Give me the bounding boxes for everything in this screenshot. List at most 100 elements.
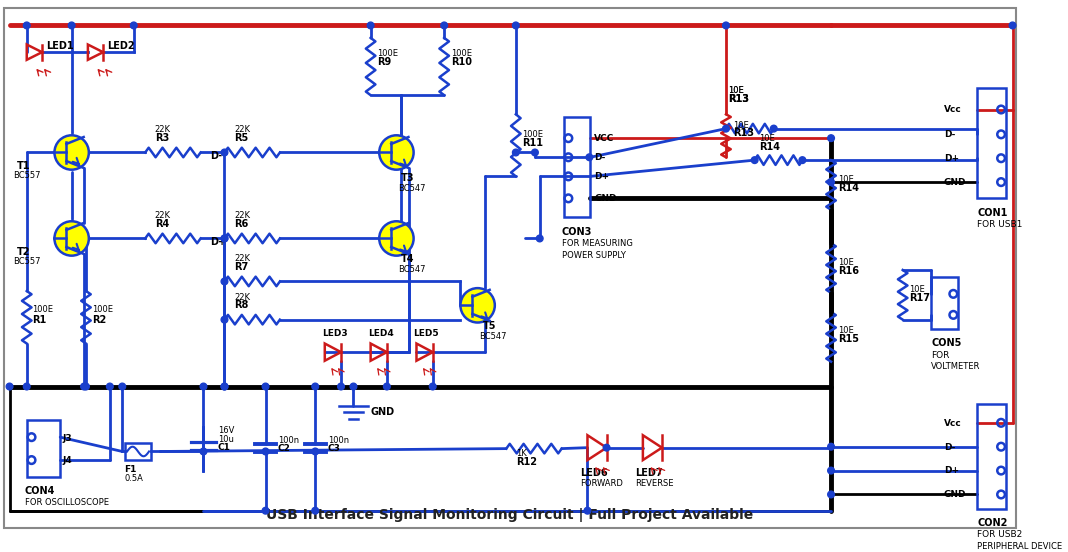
Text: Vcc: Vcc (944, 105, 961, 114)
Circle shape (263, 448, 269, 455)
Text: 22K: 22K (155, 125, 171, 135)
Text: T1: T1 (17, 161, 31, 171)
Text: C1: C1 (218, 443, 231, 452)
Text: J3: J3 (62, 434, 72, 443)
Text: 10E: 10E (837, 175, 853, 184)
Circle shape (221, 149, 227, 156)
Text: 10E: 10E (733, 121, 749, 130)
Text: D+: D+ (944, 154, 959, 163)
Circle shape (221, 235, 227, 242)
Circle shape (200, 383, 207, 390)
Text: J4: J4 (62, 456, 72, 465)
Text: 10E: 10E (837, 326, 853, 335)
Text: D+: D+ (210, 237, 226, 247)
Text: GND: GND (944, 490, 967, 500)
Text: 100n: 100n (328, 436, 349, 445)
Text: CON2: CON2 (977, 518, 1007, 528)
Circle shape (513, 22, 519, 29)
Circle shape (799, 157, 805, 163)
Text: POWER SUPPLY: POWER SUPPLY (562, 251, 626, 259)
Circle shape (828, 443, 834, 450)
Text: USB Interface Signal Monitoring Circuit | Full Project Available: USB Interface Signal Monitoring Circuit … (267, 508, 754, 522)
Text: 100E: 100E (92, 305, 113, 314)
Text: Vcc: Vcc (944, 418, 961, 428)
Circle shape (221, 235, 227, 242)
Text: FOR USB1: FOR USB1 (977, 220, 1022, 229)
Text: R3: R3 (155, 133, 169, 143)
Text: 22K: 22K (155, 211, 171, 220)
Circle shape (312, 507, 318, 514)
Circle shape (770, 125, 778, 132)
Text: R5: R5 (234, 133, 248, 143)
Text: D-: D- (944, 130, 955, 139)
Text: 22K: 22K (234, 125, 250, 135)
Text: T4: T4 (402, 254, 414, 264)
Text: CON3: CON3 (562, 227, 592, 237)
Text: R12: R12 (516, 457, 537, 467)
Text: LED3: LED3 (321, 329, 347, 338)
Circle shape (441, 22, 447, 29)
Text: LED5: LED5 (413, 329, 439, 338)
Text: FOR OSCILLOSCOPE: FOR OSCILLOSCOPE (25, 498, 109, 507)
Text: R6: R6 (234, 219, 248, 229)
Circle shape (81, 383, 88, 390)
Circle shape (536, 235, 543, 242)
Text: 100n: 100n (278, 436, 299, 445)
Circle shape (429, 383, 436, 390)
Text: GND: GND (371, 407, 395, 417)
Text: FOR MEASURING: FOR MEASURING (562, 239, 632, 248)
Circle shape (54, 221, 89, 256)
Circle shape (584, 507, 591, 514)
Bar (977, 404, 1006, 509)
Text: PERIPHERAL DEVICE: PERIPHERAL DEVICE (977, 542, 1063, 551)
Text: 22K: 22K (234, 254, 250, 263)
Text: R9: R9 (377, 57, 392, 67)
Text: 10E: 10E (728, 86, 743, 95)
Text: 10E: 10E (759, 134, 775, 143)
Circle shape (828, 135, 834, 141)
Text: 10u: 10u (218, 435, 234, 444)
Text: R14: R14 (759, 142, 781, 152)
Text: LED1: LED1 (46, 41, 74, 51)
Text: F1: F1 (124, 465, 137, 475)
Text: VOLTMETER: VOLTMETER (931, 362, 980, 371)
Text: GND: GND (594, 194, 616, 203)
Text: FOR USB2: FOR USB2 (977, 530, 1022, 539)
Text: T3: T3 (402, 173, 414, 183)
Text: R8: R8 (234, 300, 249, 310)
Text: R13: R13 (728, 94, 749, 104)
Text: LED4: LED4 (367, 329, 393, 338)
Text: 22K: 22K (234, 293, 250, 301)
Text: BC547: BC547 (398, 184, 426, 193)
Text: BC557: BC557 (14, 257, 41, 266)
Circle shape (586, 154, 593, 161)
Text: REVERSE: REVERSE (635, 479, 674, 488)
Text: R16: R16 (837, 266, 859, 276)
Text: R17: R17 (909, 293, 930, 302)
Circle shape (221, 278, 227, 285)
Text: D-: D- (210, 151, 222, 161)
Bar (564, 117, 591, 217)
Text: FORWARD: FORWARD (580, 479, 623, 488)
Circle shape (312, 448, 318, 455)
Text: GND: GND (944, 178, 967, 187)
Circle shape (379, 221, 413, 256)
Circle shape (828, 179, 834, 185)
Circle shape (82, 383, 90, 390)
Text: 100E: 100E (522, 130, 544, 139)
Circle shape (263, 507, 269, 514)
Text: 100E: 100E (32, 305, 53, 314)
Circle shape (723, 22, 729, 29)
Circle shape (1009, 22, 1016, 29)
Bar (931, 277, 958, 329)
Text: LED2: LED2 (107, 41, 135, 51)
Text: D-: D- (944, 443, 955, 452)
Text: R11: R11 (522, 138, 544, 148)
Circle shape (532, 149, 538, 156)
Text: R10: R10 (451, 57, 472, 67)
Circle shape (68, 22, 75, 29)
Circle shape (200, 448, 207, 455)
Text: 100E: 100E (377, 49, 398, 58)
Text: 0.5A: 0.5A (124, 474, 143, 483)
Text: D-: D- (594, 153, 606, 162)
